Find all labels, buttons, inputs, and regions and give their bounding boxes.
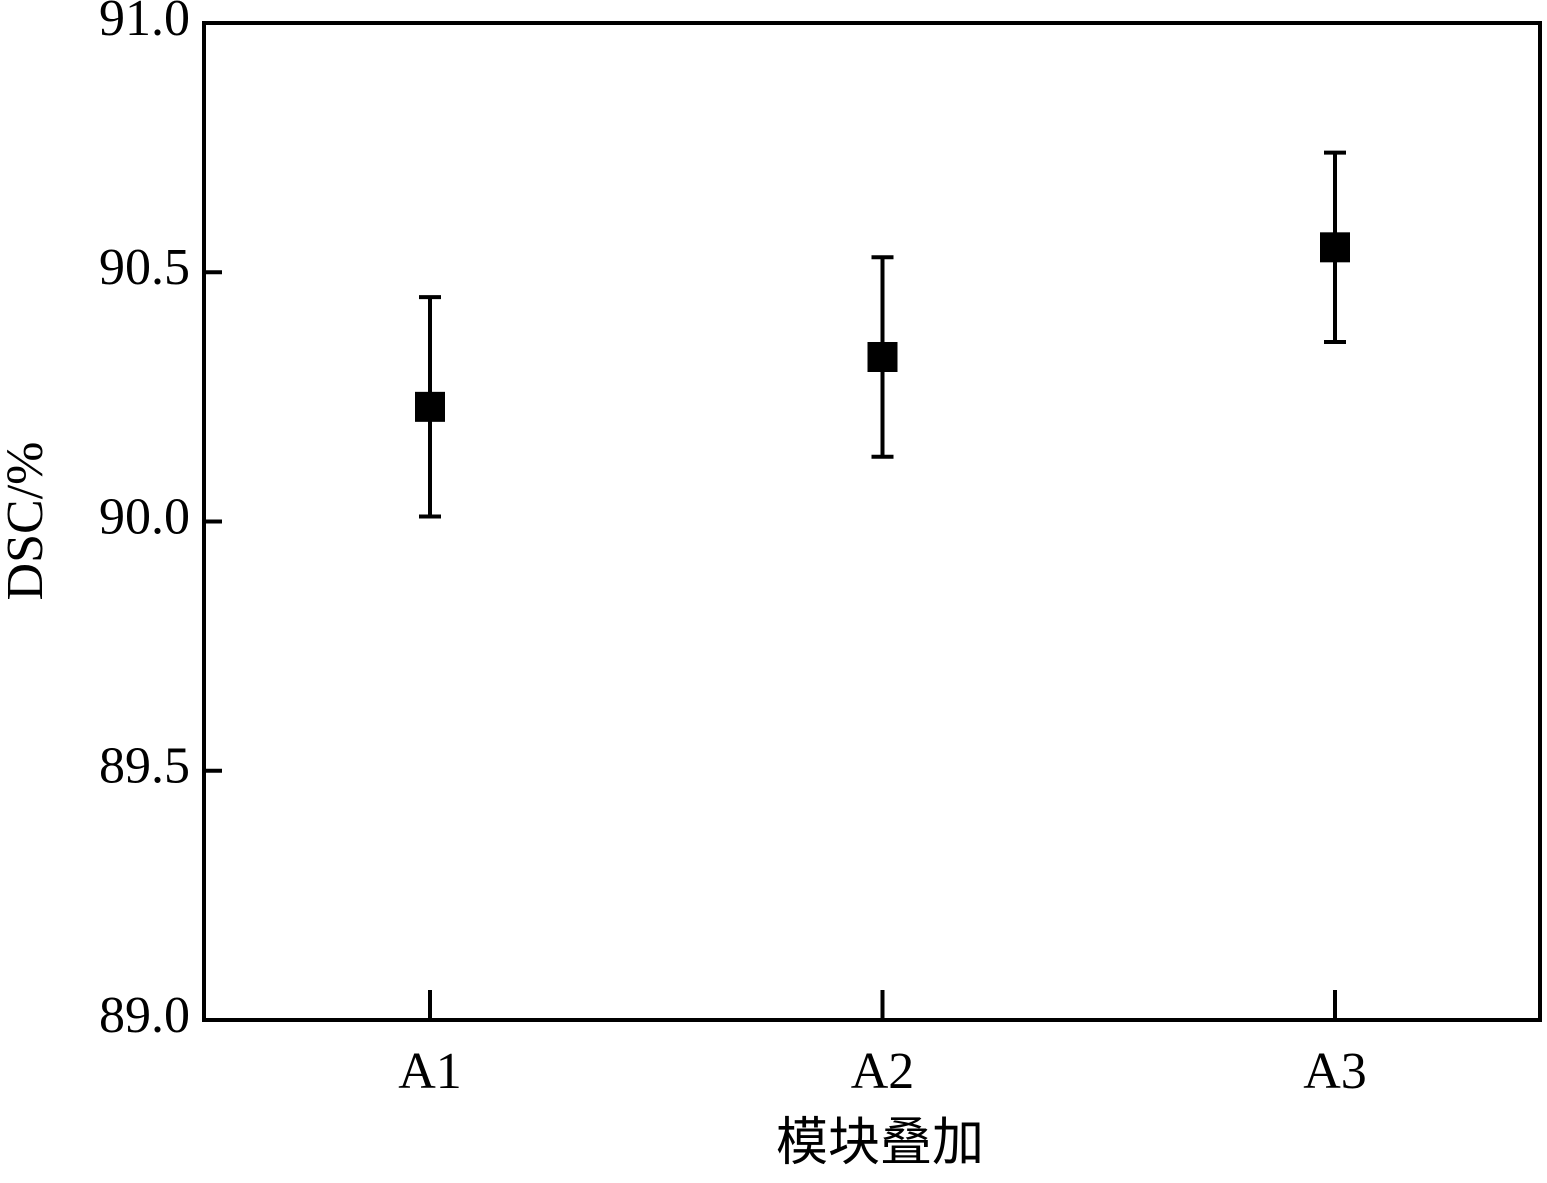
y-tick-label: 90.5 [99, 239, 190, 296]
y-tick-label: 90.0 [99, 488, 190, 545]
x-tick-label: A1 [398, 1043, 462, 1100]
x-tick-label: A3 [1303, 1043, 1367, 1100]
x-axis-label: 模块叠加 [776, 1115, 984, 1172]
y-tick-label: 89.5 [99, 738, 190, 795]
y-axis-label: DSC/% [0, 442, 54, 601]
x-tick-label: A2 [851, 1043, 915, 1100]
marker [415, 391, 445, 422]
marker [867, 341, 898, 372]
y-tick-label: 89.0 [99, 987, 190, 1044]
y-tick-label: 91.0 [99, 0, 190, 47]
marker [1320, 232, 1350, 263]
plot-frame [202, 21, 1542, 1022]
